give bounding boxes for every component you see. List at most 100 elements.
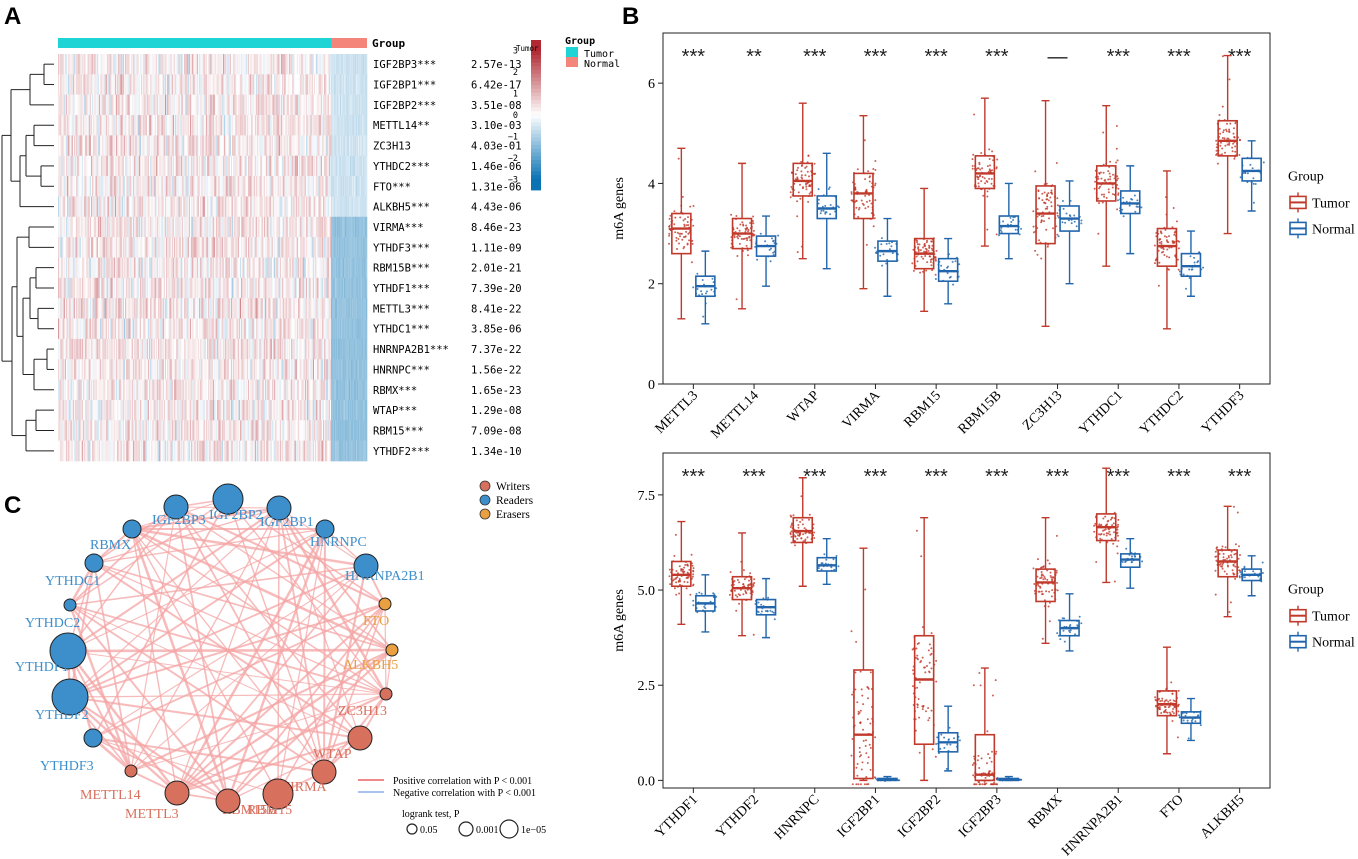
heatmap-cell [59, 277, 61, 299]
heatmap-cell [183, 115, 185, 136]
heatmap-cell [192, 277, 194, 299]
heatmap-cell [274, 94, 276, 116]
heatmap-cell [335, 196, 337, 218]
heatmap-cell [163, 54, 166, 75]
heatmap-cell [229, 54, 232, 75]
heatmap-cell [108, 379, 110, 401]
heatmap-cell [58, 94, 60, 116]
heatmap-cell [242, 399, 244, 421]
heatmap-cell [278, 359, 281, 380]
heatmap-cell [284, 196, 286, 218]
heatmap-cell [303, 74, 306, 95]
heatmap-cell [352, 115, 354, 136]
heatmap-cell [208, 196, 210, 218]
heatmap-cell [345, 54, 347, 75]
heatmap-cell [207, 277, 209, 299]
heatmap-cell [350, 115, 352, 136]
heatmap-cell [171, 298, 174, 319]
heatmap-cell [332, 74, 334, 95]
heatmap-cell [203, 54, 206, 75]
heatmap-cell [167, 74, 169, 95]
heatmap-cell [292, 155, 294, 177]
heatmap-cell [246, 94, 249, 116]
heatmap-cell [296, 359, 299, 380]
heatmap-cell [319, 338, 322, 360]
heatmap-cell [178, 94, 181, 116]
heatmap-cell [146, 135, 149, 157]
heatmap-cell [98, 115, 101, 136]
heatmap-cell [337, 196, 339, 218]
heatmap-cell [311, 176, 314, 197]
heatmap-cell [272, 135, 275, 157]
heatmap-cell [64, 94, 67, 116]
heatmap-cell [318, 318, 320, 340]
heatmap-cell [68, 135, 70, 157]
heatmap-cell [254, 155, 257, 177]
heatmap-cell [217, 379, 219, 401]
heatmap-cell [199, 135, 201, 157]
heatmap-cell [153, 318, 155, 340]
heatmap-cell [187, 237, 190, 258]
heatmap-cell [246, 359, 249, 380]
heatmap-cell [301, 237, 303, 258]
heatmap-cell [258, 399, 260, 421]
heatmap-cell [137, 318, 140, 340]
heatmap-cell [160, 94, 162, 116]
heatmap-cell [262, 399, 265, 421]
heatmap-cell [93, 94, 95, 116]
heatmap-cell [102, 257, 104, 279]
heatmap-cell [97, 338, 100, 360]
heatmap-cell [201, 257, 203, 279]
heatmap-cell [92, 318, 94, 340]
heatmap-cell [163, 318, 166, 340]
heatmap-cell [275, 176, 277, 197]
heatmap-cell [192, 257, 194, 279]
heatmap-cell [240, 176, 242, 197]
heatmap-cell [89, 216, 92, 238]
heatmap-cell [68, 379, 70, 401]
heatmap-cell [144, 399, 146, 421]
heatmap-cell [263, 94, 266, 116]
heatmap-cell [359, 298, 361, 319]
heatmap-cell [161, 379, 163, 401]
heatmap-cell [80, 318, 83, 340]
heatmap-cell [351, 298, 353, 319]
heatmap-cell [180, 94, 183, 116]
heatmap-cell [335, 54, 337, 75]
heatmap-cell [69, 338, 71, 360]
heatmap-cell [237, 237, 240, 258]
heatmap-cell [58, 277, 60, 299]
heatmap-cell [89, 277, 92, 299]
heatmap-cell [155, 399, 158, 421]
heatmap-cell [170, 359, 173, 380]
heatmap-cell [127, 135, 129, 157]
heatmap-cell [334, 399, 336, 421]
heatmap-cell [114, 74, 117, 95]
heatmap-cell [120, 338, 122, 360]
heatmap-cell [213, 54, 216, 75]
heatmap-cell [175, 135, 177, 157]
heatmap-cell [156, 318, 159, 340]
heatmap-cell [252, 399, 254, 421]
heatmap-cell [301, 298, 303, 319]
heatmap-cell [143, 216, 145, 238]
heatmap-cell [69, 135, 71, 157]
heatmap-cell [159, 74, 161, 95]
heatmap-cell [270, 379, 273, 401]
heatmap-cell [296, 176, 299, 197]
heatmap-cell [316, 74, 318, 95]
heatmap-cell [287, 298, 290, 319]
heatmap-cell [266, 359, 268, 380]
heatmap-cell [125, 379, 127, 401]
heatmap-cell [357, 74, 359, 95]
heatmap-cell [269, 277, 272, 299]
heatmap-cell [163, 338, 166, 360]
heatmap-cell [353, 277, 355, 299]
heatmap-cell [360, 379, 362, 401]
heatmap-cell [317, 298, 319, 319]
heatmap-cell [211, 54, 213, 75]
heatmap-cell [137, 94, 140, 116]
heatmap-cell [360, 277, 362, 299]
heatmap-cell [316, 196, 318, 218]
heatmap-cell [311, 399, 314, 421]
